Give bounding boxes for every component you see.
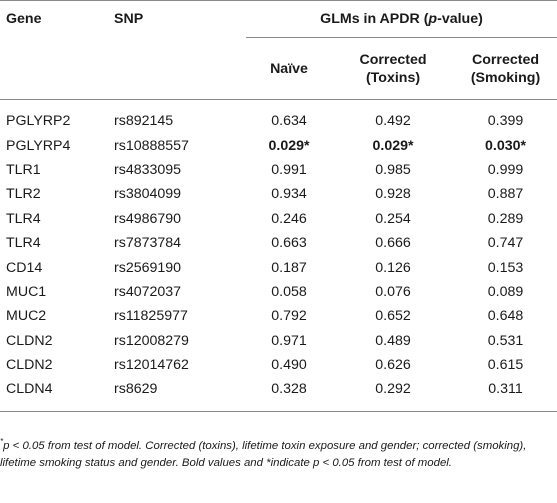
cell-gene: CD14 [6, 259, 43, 276]
cell-snp: rs2569190 [114, 259, 182, 276]
cell-naive: 0.991 [271, 161, 307, 178]
table-row: MUC1 rs4072037 0.058 0.076 0.089 [0, 280, 557, 304]
table-body: PGLYRP2 rs892145 0.634 0.492 0.399 PGLYRP4 rs1… [0, 100, 557, 412]
header-gene: Gene [0, 0, 108, 38]
table-header: Gene SNP GLMs in APDR (p-value) Naïve Co… [0, 0, 557, 100]
cell-toxins: 0.292 [332, 377, 454, 412]
header-toxins-line2: (Toxins) [365, 69, 421, 86]
cell-toxins: 0.985 [375, 161, 411, 178]
header-smoking-line1: Corrected [471, 51, 540, 68]
cell-snp: rs11825977 [114, 308, 188, 325]
cell-smoking: 0.153 [487, 259, 524, 276]
cell-naive: 0.634 [271, 113, 307, 130]
header-blank-snp [108, 37, 246, 100]
cell-gene: MUC1 [6, 283, 47, 300]
cell-snp: rs4833095 [114, 161, 182, 178]
cell-smoking: 0.999 [487, 161, 524, 178]
cell-smoking: 0.648 [487, 308, 524, 325]
cell-smoking: 0.399 [487, 113, 524, 130]
cell-snp: rs12008279 [114, 332, 189, 349]
cell-smoking: 0.615 [487, 357, 524, 374]
table-row: TLR1 rs4833095 0.991 0.985 0.999 [0, 158, 557, 182]
cell-naive: 0.663 [271, 235, 307, 252]
cell-snp: rs3804099 [114, 186, 182, 203]
cell-toxins: 0.029* [372, 137, 414, 154]
cell-toxins: 0.652 [375, 308, 411, 325]
cell-naive: 0.328 [246, 377, 332, 412]
cell-smoking: 0.089 [487, 283, 524, 300]
footnote-star: * [0, 437, 4, 447]
cell-gene: TLR4 [6, 235, 41, 252]
cell-naive: 0.058 [271, 283, 307, 300]
cell-gene: MUC2 [6, 308, 47, 325]
cell-toxins: 0.076 [375, 283, 411, 300]
cell-toxins: 0.489 [375, 332, 411, 349]
cell-gene: CLDN2 [6, 357, 53, 374]
cell-naive: 0.490 [271, 357, 307, 374]
cell-smoking: 0.289 [487, 210, 524, 227]
cell-toxins: 0.928 [375, 186, 411, 203]
header-glm-p: p [428, 11, 438, 27]
header-naive: Naïve [246, 37, 332, 100]
cell-naive: 0.792 [271, 308, 307, 325]
cell-snp: rs12014762 [114, 357, 189, 374]
header-glm-group: GLMs in APDR (p-value) [246, 0, 557, 38]
cell-gene: PGLYRP2 [6, 113, 71, 130]
header-smoking: Corrected (Smoking) [454, 37, 557, 100]
header-toxins: Corrected (Toxins) [332, 37, 454, 100]
cell-gene: TLR2 [6, 186, 41, 203]
cell-naive: 0.029* [268, 137, 310, 154]
cell-snp: rs4072037 [114, 283, 182, 300]
cell-toxins: 0.666 [375, 235, 411, 252]
cell-snp: rs4986790 [114, 210, 182, 227]
table-row: TLR4 rs4986790 0.246 0.254 0.289 [0, 207, 557, 231]
cell-gene: TLR1 [6, 161, 41, 178]
header-blank-gene [0, 37, 108, 100]
table-row: CLDN2 rs12014762 0.490 0.626 0.615 [0, 353, 557, 377]
cell-smoking: 0.531 [487, 332, 524, 349]
cell-toxins: 0.492 [375, 113, 411, 130]
cell-naive: 0.187 [271, 259, 307, 276]
table-row: CLDN2 rs12008279 0.971 0.489 0.531 [0, 329, 557, 353]
cell-gene: CLDN2 [6, 332, 53, 349]
cell-smoking: 0.030* [484, 137, 527, 154]
table-row: MUC2 rs11825977 0.792 0.652 0.648 [0, 304, 557, 328]
cell-smoking: 0.747 [487, 235, 524, 252]
header-smoking-line2: (Smoking) [470, 69, 541, 86]
cell-toxins: 0.626 [375, 357, 411, 374]
header-toxins-line1: Corrected [359, 51, 427, 68]
cell-gene: TLR4 [6, 210, 41, 227]
cell-gene: CLDN4 [0, 377, 108, 412]
cell-snp: rs7873784 [114, 235, 182, 252]
header-glm-suffix: -value) [437, 11, 483, 27]
cell-naive: 0.971 [271, 332, 307, 349]
cell-toxins: 0.254 [375, 210, 411, 227]
cell-naive: 0.934 [271, 186, 307, 203]
table-row: TLR4 rs7873784 0.663 0.666 0.747 [0, 231, 557, 255]
table-row: CLDN4 rs8629 0.328 0.292 0.311 [0, 377, 557, 412]
cell-toxins: 0.126 [375, 259, 411, 276]
results-table: Gene SNP GLMs in APDR (p-value) Naïve Co… [0, 0, 557, 412]
cell-snp: rs10888557 [114, 137, 189, 154]
cell-snp: rs892145 [114, 113, 174, 130]
cell-naive: 0.246 [271, 210, 307, 227]
header-snp: SNP [108, 0, 246, 38]
table-row: CD14 rs2569190 0.187 0.126 0.153 [0, 255, 557, 279]
table-row: TLR2 rs3804099 0.934 0.928 0.887 [0, 182, 557, 206]
cell-snp: rs8629 [108, 377, 246, 412]
footnote-text: p < 0.05 from test of model. Corrected (… [0, 440, 527, 469]
header-glm-prefix: GLMs in APDR ( [320, 11, 429, 27]
table-footnote: *p < 0.05 from test of model. Corrected … [0, 438, 553, 472]
table-row: PGLYRP2 rs892145 0.634 0.492 0.399 [0, 100, 557, 134]
cell-smoking: 0.311 [454, 377, 557, 412]
table-row: PGLYRP4 rs10888557 0.029* 0.029* 0.030* [0, 133, 557, 157]
cell-smoking: 0.887 [487, 186, 524, 203]
cell-gene: PGLYRP4 [6, 137, 71, 154]
